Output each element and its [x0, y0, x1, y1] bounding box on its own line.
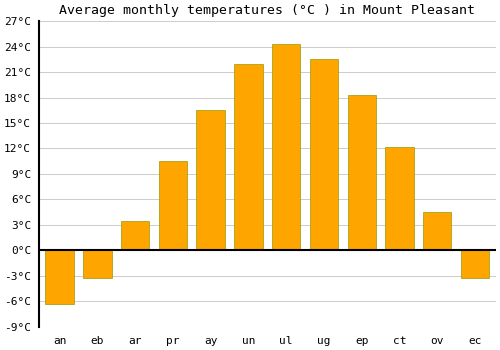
Title: Average monthly temperatures (°C ) in Mount Pleasant: Average monthly temperatures (°C ) in Mo…: [60, 4, 476, 17]
Bar: [158, 161, 187, 250]
Bar: [46, 250, 74, 304]
Bar: [423, 212, 452, 250]
Bar: [121, 220, 150, 250]
Bar: [234, 64, 262, 250]
Bar: [310, 59, 338, 250]
Bar: [83, 250, 112, 278]
Bar: [461, 250, 489, 278]
Bar: [386, 147, 413, 250]
Bar: [272, 44, 300, 250]
Bar: [348, 95, 376, 250]
Bar: [196, 110, 225, 250]
